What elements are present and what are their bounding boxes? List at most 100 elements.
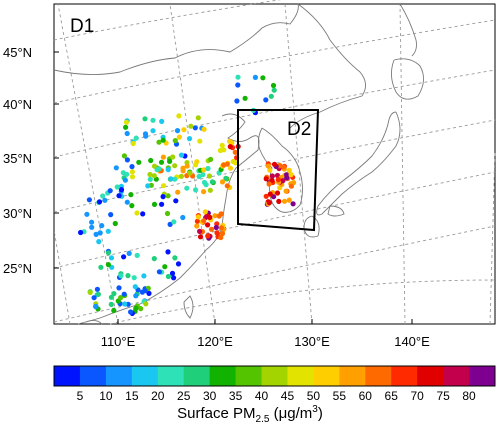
station-marker xyxy=(188,123,194,129)
station-marker xyxy=(270,82,277,89)
station-marker xyxy=(181,127,187,133)
station-marker xyxy=(111,291,117,297)
station-marker xyxy=(124,157,130,163)
station-marker xyxy=(269,177,275,183)
station-marker xyxy=(105,262,111,268)
colorbar-tick-label: 20 xyxy=(151,389,165,403)
colorbar-swatch xyxy=(417,366,444,386)
station-marker xyxy=(122,301,128,307)
station-marker xyxy=(94,286,100,292)
colorbar-swatch xyxy=(261,366,288,386)
colorbar-tick-label: 80 xyxy=(462,389,476,403)
station-marker xyxy=(171,219,177,225)
lat-label-35: 35°N xyxy=(3,151,32,166)
station-marker xyxy=(160,194,166,200)
lon-label-130: 130°E xyxy=(294,334,330,349)
station-marker xyxy=(156,269,162,275)
colorbar-tick-label: 15 xyxy=(125,389,139,403)
colorbar-swatch xyxy=(105,366,133,386)
colorbar-tick-label: 25 xyxy=(177,389,191,403)
d2-label: D2 xyxy=(287,119,311,140)
colorbar-tick-label: 55 xyxy=(333,389,347,403)
station-marker xyxy=(200,172,206,178)
station-marker xyxy=(288,183,294,189)
station-marker xyxy=(160,137,166,143)
station-marker xyxy=(136,159,142,165)
station-marker xyxy=(96,239,102,245)
station-marker xyxy=(201,218,207,224)
station-marker xyxy=(156,166,162,172)
station-marker xyxy=(89,219,95,225)
lat-label-40: 40°N xyxy=(3,97,32,112)
lon-label-110: 110°E xyxy=(101,334,136,349)
station-marker xyxy=(218,211,224,217)
station-marker xyxy=(128,309,134,315)
station-marker xyxy=(263,97,269,103)
station-marker xyxy=(112,220,118,227)
station-marker xyxy=(133,135,139,141)
station-marker xyxy=(108,294,114,300)
station-marker xyxy=(219,142,225,148)
station-marker xyxy=(224,183,230,189)
station-marker xyxy=(122,177,128,183)
station-marker xyxy=(194,223,200,229)
station-marker xyxy=(99,223,105,229)
station-marker xyxy=(125,273,131,279)
station-marker xyxy=(146,290,152,296)
lon-labels: 110°E 120°E 130°E 140°E xyxy=(101,319,430,349)
colorbar-tick-label: 35 xyxy=(229,389,243,403)
station-marker xyxy=(172,255,178,261)
station-marker xyxy=(267,191,273,197)
station-marker xyxy=(252,74,258,80)
colorbar-swatch xyxy=(183,366,211,386)
station-marker xyxy=(276,198,282,204)
station-marker xyxy=(123,124,129,130)
station-marker xyxy=(142,116,148,122)
station-marker xyxy=(175,261,182,267)
station-marker xyxy=(172,163,178,169)
station-marker xyxy=(89,224,95,230)
station-marker xyxy=(167,158,173,164)
station-marker xyxy=(95,291,101,297)
graticule xyxy=(53,0,496,325)
station-marker xyxy=(288,172,294,178)
colorbar-swatch xyxy=(443,366,470,386)
station-marker xyxy=(108,301,114,307)
station-marker xyxy=(180,214,186,221)
station-marker xyxy=(283,188,289,194)
station-marker xyxy=(140,211,146,217)
station-marker xyxy=(223,175,229,181)
station-marker xyxy=(192,125,198,131)
station-marker xyxy=(263,193,269,199)
station-marker xyxy=(169,270,176,276)
station-marker xyxy=(165,167,171,173)
station-marker xyxy=(207,214,213,220)
station-marker xyxy=(281,198,288,204)
station-marker xyxy=(284,175,290,181)
station-marker xyxy=(124,130,130,137)
station-marker xyxy=(266,181,272,187)
station-marker xyxy=(195,214,201,220)
station-marker xyxy=(93,231,99,237)
lat-label-45: 45°N xyxy=(3,45,32,60)
colorbar-swatch xyxy=(54,366,81,386)
station-marker xyxy=(129,164,135,170)
station-marker xyxy=(267,167,273,173)
station-marker xyxy=(186,136,193,142)
station-marker xyxy=(271,87,277,93)
station-marker xyxy=(207,187,213,193)
station-marker xyxy=(208,156,214,162)
lon-label-120: 120°E xyxy=(197,334,233,349)
station-marker xyxy=(118,273,124,279)
station-marker xyxy=(202,209,208,215)
station-marker xyxy=(221,162,227,168)
lat-label-30: 30°N xyxy=(3,206,32,221)
station-marker xyxy=(173,198,179,204)
station-marker xyxy=(193,162,199,168)
station-marker xyxy=(100,193,106,199)
station-marker xyxy=(176,134,182,140)
station-marker xyxy=(160,154,166,160)
station-marker xyxy=(205,165,211,172)
colorbar xyxy=(53,365,496,387)
